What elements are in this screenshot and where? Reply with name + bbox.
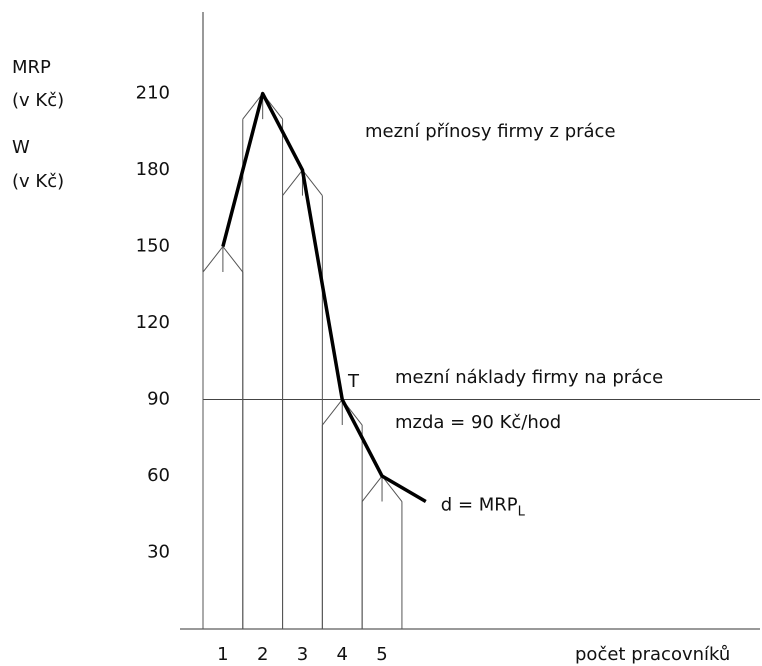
data-line bbox=[221, 91, 427, 504]
x-axis-label: počet pracovníků bbox=[575, 644, 730, 665]
y-axis-label: MRP bbox=[12, 57, 51, 78]
x-tick-label: 1 bbox=[217, 644, 228, 665]
y-tick-label: 60 bbox=[147, 465, 170, 486]
y-axis-label: W bbox=[12, 137, 30, 158]
bar-roof bbox=[361, 475, 403, 502]
point-label: T bbox=[347, 371, 360, 392]
bar-roof bbox=[202, 245, 244, 273]
legend-subscript: L bbox=[518, 504, 526, 519]
legend-name: d = MRP bbox=[441, 495, 518, 516]
x-tick-label: 4 bbox=[337, 644, 348, 665]
y-tick-label: 180 bbox=[136, 159, 170, 180]
bar bbox=[321, 425, 363, 629]
bar bbox=[242, 119, 284, 629]
annotation: mezní přínosy firmy z práce bbox=[365, 121, 616, 142]
series-label: d = MRPL bbox=[441, 495, 526, 519]
x-tick-label: 2 bbox=[257, 644, 268, 665]
y-tick-label: 120 bbox=[136, 312, 170, 333]
y-tick-label: 210 bbox=[136, 83, 170, 104]
annotation: mezní náklady firmy na práce bbox=[395, 367, 663, 388]
bar bbox=[361, 501, 403, 629]
y-tick-label: 30 bbox=[147, 542, 170, 563]
y-tick-label: 90 bbox=[147, 389, 170, 410]
y-axis-label: (v Kč) bbox=[12, 90, 64, 111]
annotation: mzda = 90 Kč/hod bbox=[395, 412, 561, 433]
x-tick-label: 3 bbox=[297, 644, 308, 665]
bar-roof bbox=[321, 398, 363, 426]
y-axis-label: (v Kč) bbox=[12, 171, 64, 192]
bar bbox=[202, 272, 244, 629]
x-tick-label: 5 bbox=[376, 644, 387, 665]
y-tick-label: 150 bbox=[136, 236, 170, 257]
